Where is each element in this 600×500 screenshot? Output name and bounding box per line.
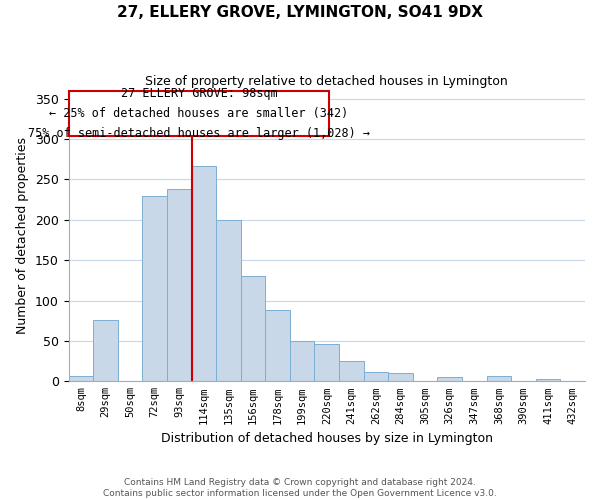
Bar [437,378,462,382]
Bar [191,166,216,382]
FancyBboxPatch shape [68,90,329,136]
Bar [142,196,167,382]
Text: 27, ELLERY GROVE, LYMINGTON, SO41 9DX: 27, ELLERY GROVE, LYMINGTON, SO41 9DX [117,5,483,20]
Bar [93,320,118,382]
Y-axis label: Number of detached properties: Number of detached properties [16,138,29,334]
Text: Contains HM Land Registry data © Crown copyright and database right 2024.
Contai: Contains HM Land Registry data © Crown c… [103,478,497,498]
Bar [265,310,290,382]
Bar [314,344,339,382]
Text: 27 ELLERY GROVE: 98sqm
← 25% of detached houses are smaller (342)
75% of semi-de: 27 ELLERY GROVE: 98sqm ← 25% of detached… [28,86,370,140]
Title: Size of property relative to detached houses in Lymington: Size of property relative to detached ho… [145,75,508,88]
X-axis label: Distribution of detached houses by size in Lymington: Distribution of detached houses by size … [161,432,493,445]
Bar [388,373,413,382]
Bar [241,276,265,382]
Bar [290,341,314,382]
Bar [216,220,241,382]
Bar [68,376,93,382]
Bar [167,189,191,382]
Bar [536,379,560,382]
Bar [364,372,388,382]
Bar [487,376,511,382]
Bar [339,361,364,382]
